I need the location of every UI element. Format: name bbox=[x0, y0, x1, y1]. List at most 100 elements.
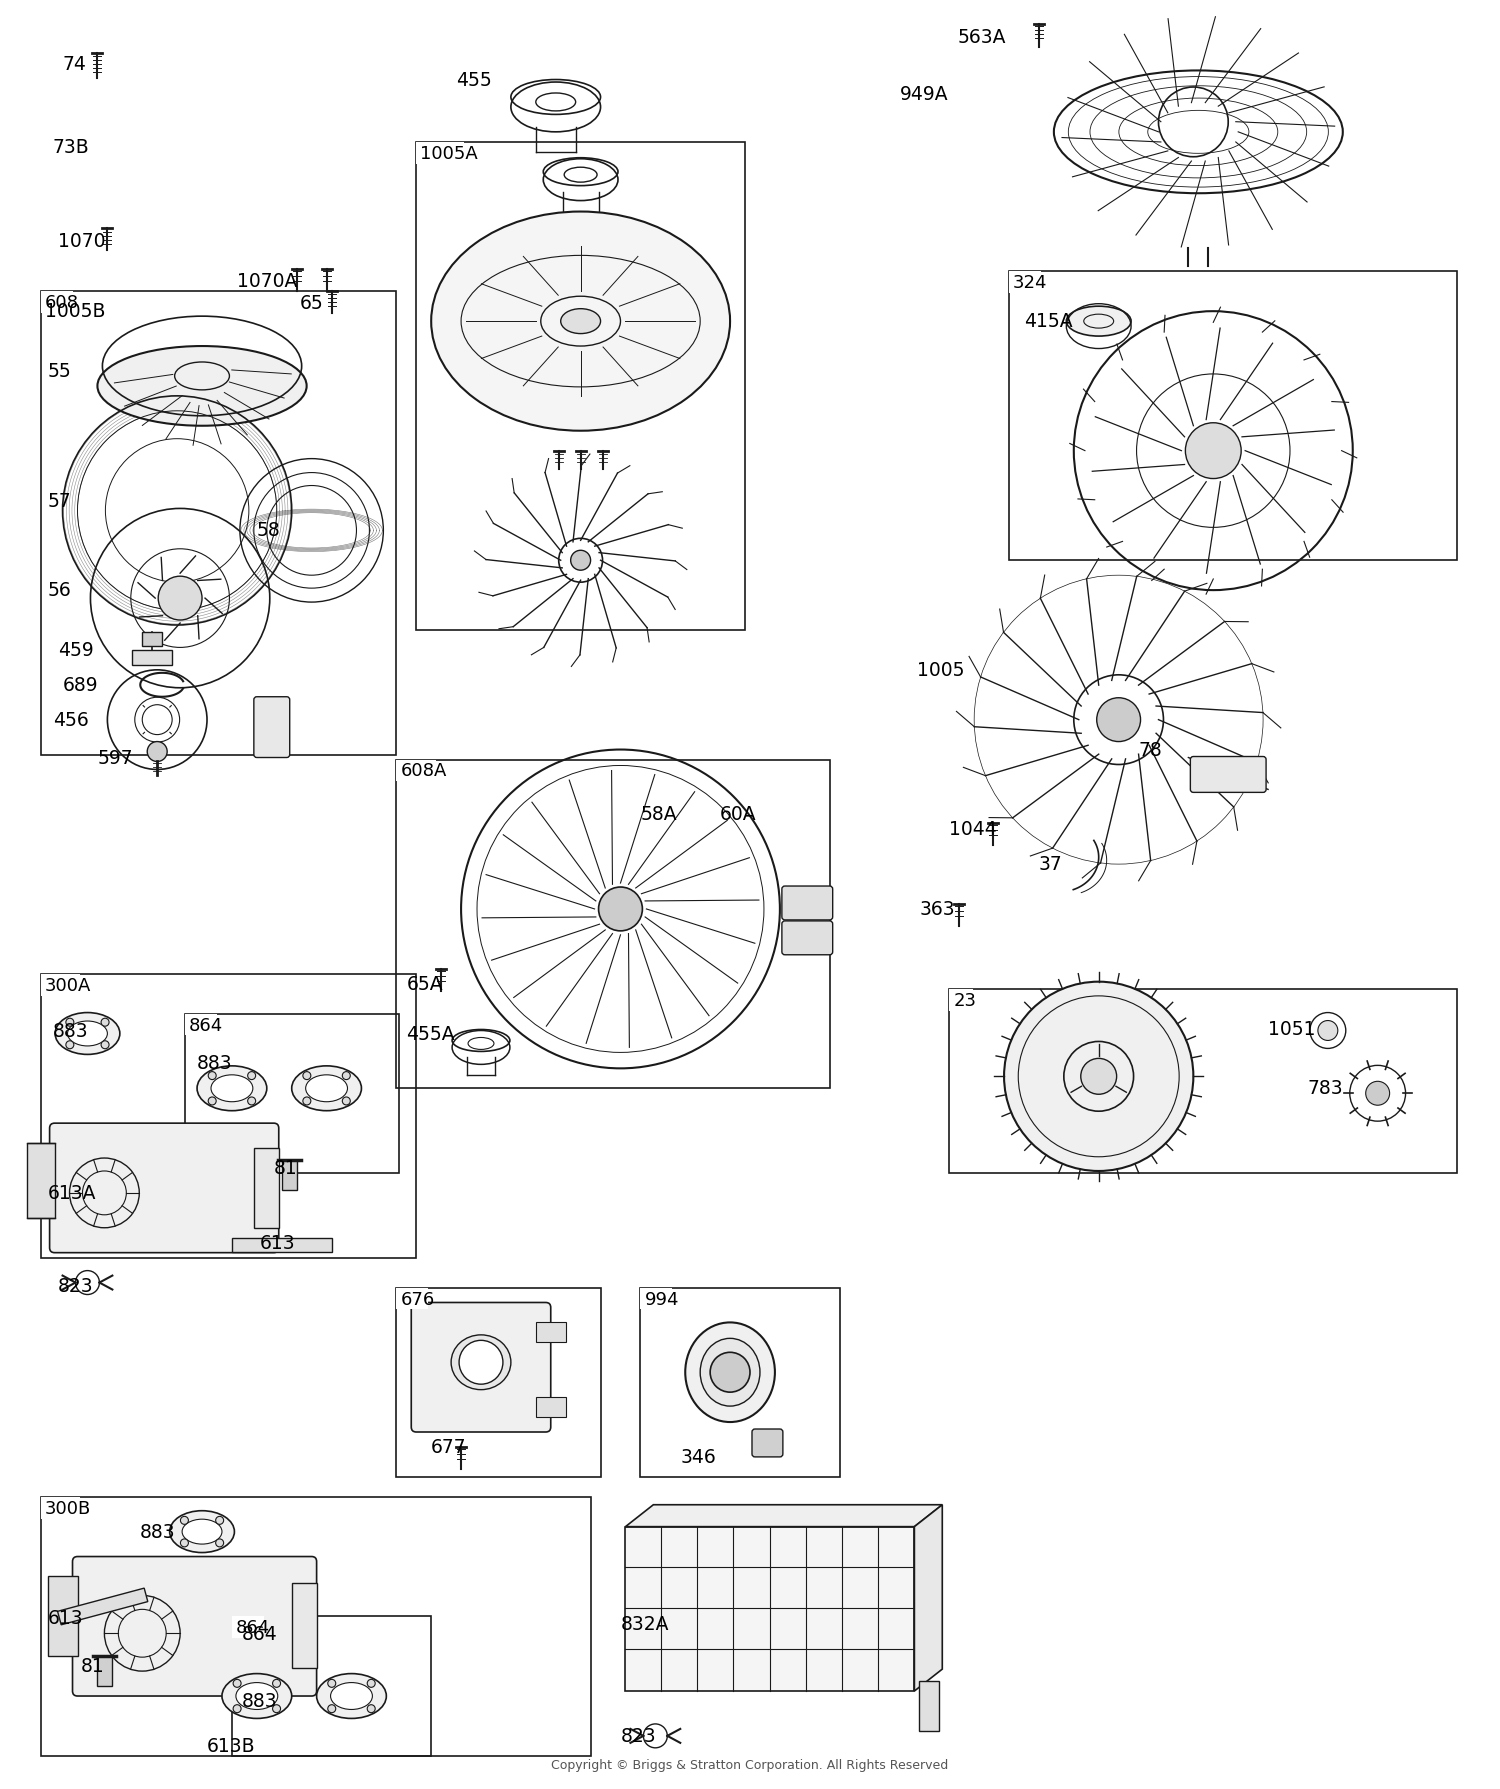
Circle shape bbox=[368, 1680, 375, 1687]
Ellipse shape bbox=[452, 1335, 512, 1390]
Circle shape bbox=[570, 551, 591, 571]
Ellipse shape bbox=[1066, 308, 1131, 336]
Text: 883: 883 bbox=[242, 1691, 278, 1710]
Bar bbox=[232, 1617, 264, 1639]
Bar bbox=[1010, 272, 1041, 293]
Text: 864: 864 bbox=[236, 1619, 270, 1637]
Text: 613: 613 bbox=[48, 1608, 82, 1628]
Ellipse shape bbox=[68, 1022, 108, 1047]
Ellipse shape bbox=[330, 1683, 372, 1710]
Text: 1044: 1044 bbox=[950, 819, 998, 839]
Text: 608: 608 bbox=[45, 293, 78, 311]
Text: 1070A: 1070A bbox=[237, 272, 297, 292]
Bar bbox=[640, 1288, 840, 1478]
Text: 1005B: 1005B bbox=[45, 302, 105, 320]
Bar bbox=[132, 651, 172, 666]
Circle shape bbox=[158, 576, 203, 621]
Bar bbox=[536, 1322, 566, 1342]
Circle shape bbox=[1365, 1082, 1389, 1106]
Ellipse shape bbox=[56, 1013, 120, 1056]
Bar bbox=[920, 1682, 939, 1732]
Circle shape bbox=[342, 1072, 351, 1081]
Circle shape bbox=[1096, 698, 1140, 742]
Ellipse shape bbox=[98, 347, 306, 426]
Circle shape bbox=[1004, 982, 1194, 1172]
FancyBboxPatch shape bbox=[782, 887, 832, 920]
Circle shape bbox=[273, 1705, 280, 1712]
Circle shape bbox=[368, 1705, 375, 1712]
Text: 56: 56 bbox=[48, 581, 72, 599]
Ellipse shape bbox=[561, 309, 600, 335]
Circle shape bbox=[710, 1352, 750, 1392]
Circle shape bbox=[1082, 1059, 1116, 1095]
Bar bbox=[40, 292, 72, 315]
Text: 81: 81 bbox=[274, 1157, 297, 1177]
Ellipse shape bbox=[316, 1675, 387, 1719]
Bar bbox=[396, 760, 436, 782]
Text: 832A: 832A bbox=[621, 1614, 669, 1633]
Text: 613A: 613A bbox=[48, 1183, 96, 1202]
Bar bbox=[416, 143, 746, 632]
Text: 613B: 613B bbox=[207, 1735, 255, 1755]
Bar bbox=[40, 975, 81, 996]
Text: 58A: 58A bbox=[640, 805, 676, 825]
Bar bbox=[232, 1617, 430, 1755]
Bar bbox=[950, 989, 1458, 1174]
Bar bbox=[184, 1014, 399, 1174]
Text: 58: 58 bbox=[256, 521, 280, 540]
Bar bbox=[232, 1238, 332, 1252]
Bar bbox=[98, 1657, 112, 1685]
Circle shape bbox=[232, 1705, 242, 1712]
Circle shape bbox=[328, 1705, 336, 1712]
Bar bbox=[396, 1288, 427, 1310]
Text: 883: 883 bbox=[196, 1054, 232, 1073]
Text: 37: 37 bbox=[1040, 855, 1062, 873]
Polygon shape bbox=[915, 1505, 942, 1691]
Circle shape bbox=[459, 1340, 503, 1385]
Text: 73B: 73B bbox=[53, 138, 90, 157]
FancyBboxPatch shape bbox=[1191, 757, 1266, 793]
Bar bbox=[396, 1288, 600, 1478]
Bar bbox=[640, 1288, 672, 1310]
Circle shape bbox=[303, 1097, 310, 1106]
Text: 324: 324 bbox=[1013, 274, 1047, 292]
Bar bbox=[40, 292, 396, 755]
Ellipse shape bbox=[700, 1338, 760, 1406]
Bar bbox=[184, 1014, 218, 1036]
FancyBboxPatch shape bbox=[72, 1556, 316, 1696]
Bar bbox=[40, 1497, 591, 1755]
Text: 55: 55 bbox=[48, 361, 72, 381]
Ellipse shape bbox=[182, 1519, 222, 1544]
Text: 74: 74 bbox=[63, 55, 87, 73]
Text: 783: 783 bbox=[1308, 1079, 1344, 1098]
Text: 300B: 300B bbox=[45, 1499, 92, 1517]
Text: 1070: 1070 bbox=[57, 233, 105, 250]
FancyBboxPatch shape bbox=[411, 1302, 550, 1433]
Bar bbox=[396, 760, 830, 1090]
Circle shape bbox=[100, 1018, 109, 1027]
Text: 864: 864 bbox=[189, 1016, 224, 1034]
Bar bbox=[1010, 272, 1458, 562]
Ellipse shape bbox=[306, 1075, 348, 1102]
Text: 823: 823 bbox=[621, 1726, 656, 1744]
Bar bbox=[57, 1589, 148, 1624]
Text: 57: 57 bbox=[48, 492, 72, 510]
Circle shape bbox=[1185, 424, 1240, 479]
Polygon shape bbox=[626, 1505, 942, 1526]
Bar bbox=[142, 633, 162, 646]
Circle shape bbox=[303, 1072, 310, 1081]
Bar bbox=[536, 1397, 566, 1417]
Text: 456: 456 bbox=[53, 710, 88, 730]
Circle shape bbox=[342, 1097, 351, 1106]
Text: 864: 864 bbox=[242, 1624, 278, 1644]
Circle shape bbox=[216, 1517, 223, 1524]
Text: 608A: 608A bbox=[400, 762, 447, 780]
Ellipse shape bbox=[222, 1675, 291, 1719]
Ellipse shape bbox=[291, 1066, 362, 1111]
Bar bbox=[40, 1497, 81, 1519]
Text: 1051: 1051 bbox=[1268, 1020, 1316, 1038]
Bar bbox=[254, 1149, 279, 1227]
Circle shape bbox=[180, 1539, 189, 1547]
Bar bbox=[48, 1576, 78, 1657]
Ellipse shape bbox=[170, 1512, 234, 1553]
